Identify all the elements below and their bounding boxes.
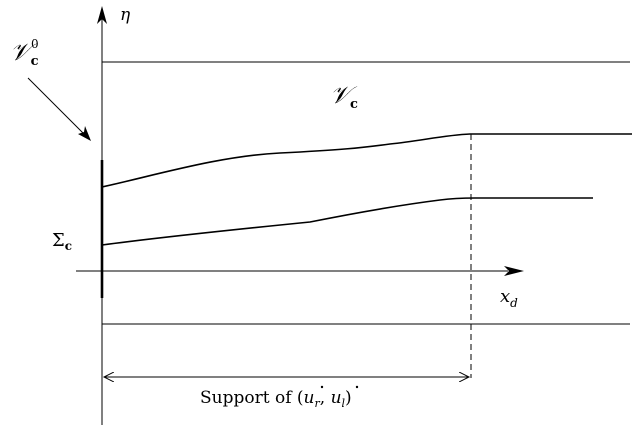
vc-label: 𝒱c <box>330 81 358 112</box>
vc0-pointer-arrowhead <box>78 126 91 141</box>
xd-axis-arrowhead <box>504 266 524 276</box>
u-r-dot <box>320 385 324 389</box>
xd-axis-label: xd <box>500 286 518 310</box>
vc0-label: 𝒱0 c <box>10 37 39 69</box>
support-label: Support of (ur, ul) <box>200 388 352 410</box>
sigma-c-label: Σc <box>52 230 72 253</box>
eta-axis-arrowhead <box>97 6 107 24</box>
lower-curve <box>101 197 593 246</box>
vc0-pointer-arrow <box>27 77 89 139</box>
u-l-dot <box>355 385 359 389</box>
upper-curve <box>101 133 632 188</box>
eta-axis-label: η <box>120 5 131 25</box>
